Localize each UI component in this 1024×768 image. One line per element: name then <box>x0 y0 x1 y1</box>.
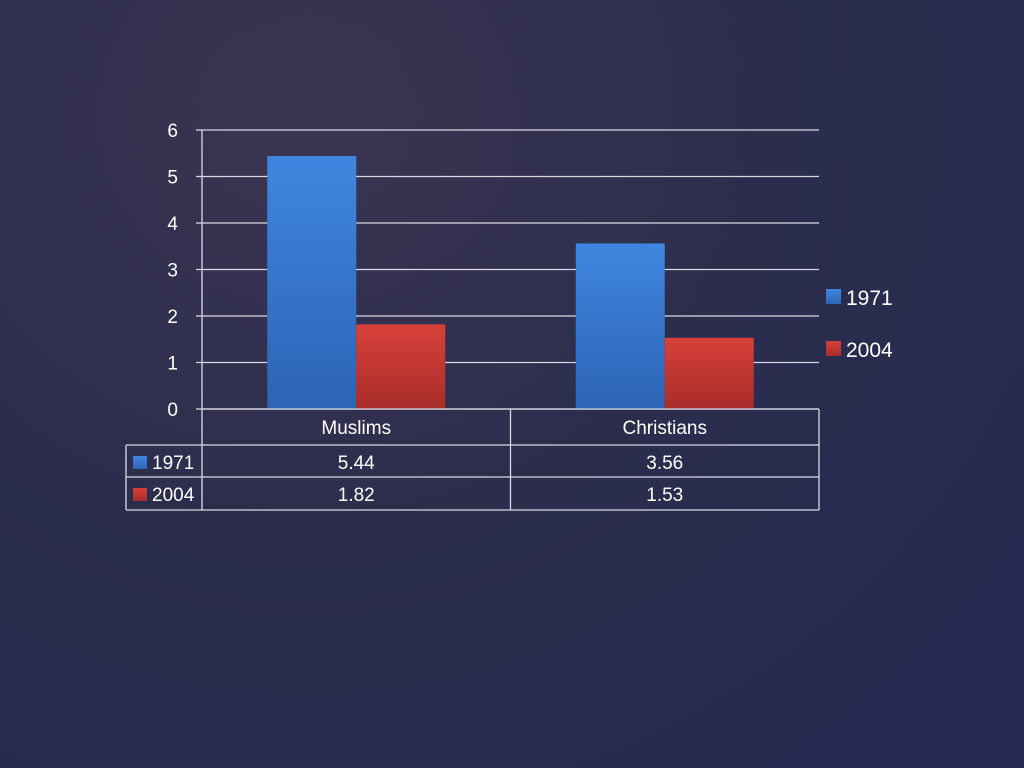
table-legend-key <box>133 488 147 501</box>
legend-label: 1971 <box>846 287 893 310</box>
axes: 0 1 2 3 4 5 6 <box>167 121 203 510</box>
legend-key-2004 <box>826 341 841 356</box>
table-cell-value: 3.56 <box>646 453 683 474</box>
data-table: Muslims Christians 1971 5.44 3.56 2004 1.82 1.5… <box>125 408 820 511</box>
category-label: Muslims <box>321 418 391 439</box>
legend-label: 2004 <box>846 339 893 362</box>
table-row-label: 1971 <box>152 453 194 474</box>
table-row-label: 2004 <box>152 485 195 506</box>
category-label: Christians <box>623 418 707 439</box>
table-cell-value: 1.82 <box>338 485 375 506</box>
y-tick-label: 4 <box>167 214 178 235</box>
y-tick-label: 6 <box>167 121 178 142</box>
y-tick-label: 1 <box>167 354 178 375</box>
table-cell-value: 1.53 <box>646 485 683 506</box>
legend-key-1971 <box>826 289 841 304</box>
y-tick-label: 2 <box>167 307 178 328</box>
legend: 1971 2004 <box>826 287 893 362</box>
y-tick-label: 0 <box>167 400 178 421</box>
bar-muslims-2004 <box>356 324 446 409</box>
y-tick-label: 5 <box>167 168 178 189</box>
bars <box>267 156 754 409</box>
y-tick-label: 3 <box>167 261 178 282</box>
table-legend-key <box>133 456 147 469</box>
bar-muslims-1971 <box>267 156 357 409</box>
bar-christians-2004 <box>664 337 754 409</box>
table-cell-value: 5.44 <box>338 453 375 474</box>
bar-christians-1971 <box>575 243 665 409</box>
